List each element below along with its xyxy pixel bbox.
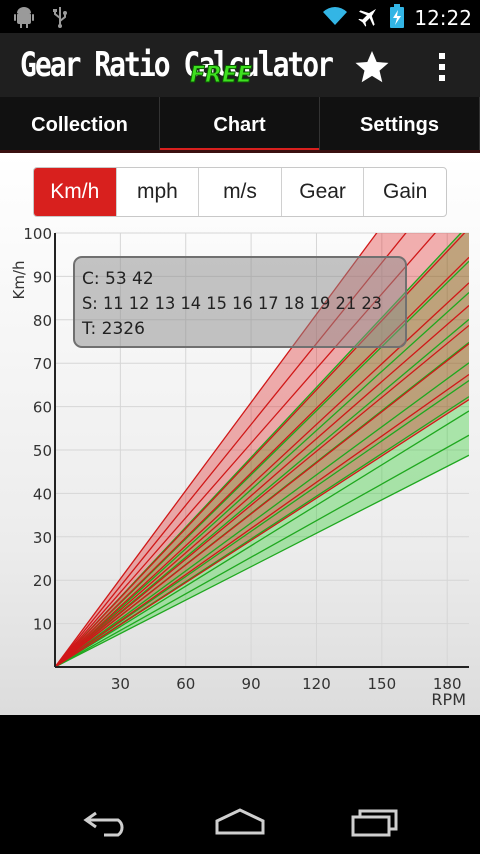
home-icon (215, 808, 265, 835)
small-chainring-gear-line (55, 291, 469, 667)
airplane-mode-icon (358, 5, 380, 31)
x-axis-label: RPM (431, 690, 466, 709)
more-vertical-icon (439, 53, 445, 81)
y-tick-label: 50 (33, 442, 52, 460)
x-tick-label: 180 (433, 675, 462, 693)
y-tick-label: 30 (33, 529, 52, 547)
back-button[interactable] (82, 807, 132, 841)
unit-ms-button[interactable]: m/s (199, 168, 282, 216)
recent-apps-icon (351, 809, 398, 837)
x-tick-label: 120 (302, 675, 331, 693)
favorite-button[interactable] (352, 47, 392, 87)
large-chainring-gear-line (55, 233, 407, 667)
large-chainring-gear-line (55, 373, 469, 667)
navigation-bar (0, 715, 480, 854)
home-button[interactable] (214, 807, 266, 841)
tab-bar: Collection Chart Settings (0, 97, 480, 153)
gear-info-box: C: 53 42 S: 11 12 13 14 15 16 17 18 19 2… (73, 256, 407, 348)
small-chainring-gear-line (55, 434, 469, 667)
y-tick-label: 40 (33, 485, 52, 503)
battery-charging-icon (390, 4, 405, 32)
chart-page: Km/h mph m/s Gear Gain 30 60 90 120 150 180 10… (0, 153, 480, 715)
y-tick-label: 90 (33, 268, 52, 286)
y-tick-label: 100 (23, 225, 52, 243)
x-tick-label: 30 (111, 675, 130, 693)
large-chainring-gear-line (55, 324, 469, 667)
wifi-icon (322, 6, 348, 30)
free-badge: FREE (189, 63, 253, 89)
chart-ticks: 30 60 90 120 150 180 10 20 30 40 50 60 70 80 90 100 (23, 225, 461, 693)
y-tick-label: 70 (33, 355, 52, 373)
status-bar: 12:22 (0, 0, 480, 33)
tab-collection[interactable]: Collection (0, 97, 160, 153)
small-chainring-gear-line (55, 362, 469, 667)
large-chainring-gear-line (55, 399, 469, 667)
y-tick-label: 80 (33, 312, 52, 330)
x-tick-label: 60 (176, 675, 195, 693)
large-chainring-gear-line (55, 343, 469, 667)
small-chainring-gear-line (55, 410, 469, 667)
chart-axes (54, 233, 469, 668)
y-axis-label: Km/h (10, 260, 28, 299)
y-tick-label: 60 (33, 399, 52, 417)
overflow-menu-button[interactable] (430, 47, 454, 87)
back-icon (83, 811, 124, 837)
tab-divider-line (0, 150, 480, 153)
unit-gear-button[interactable]: Gear (282, 168, 365, 216)
recent-apps-button[interactable] (350, 807, 400, 841)
small-chainring-gear-line (55, 380, 469, 667)
info-sprockets: S: 11 12 13 14 15 16 17 18 19 21 23 (82, 294, 382, 314)
action-bar: Gear Ratio Calculator FREE (0, 33, 480, 97)
app-title: Gear Ratio Calculator (20, 45, 334, 85)
info-tire: T: 2326 (81, 319, 145, 339)
clock: 12:22 (414, 6, 472, 30)
small-chainring-gear-line (55, 454, 469, 667)
unit-gain-button[interactable]: Gain (382, 180, 428, 203)
y-tick-label: 10 (33, 616, 52, 634)
large-chainring-gear-line (55, 304, 469, 667)
tab-settings[interactable]: Settings (320, 97, 480, 153)
x-tick-label: 150 (368, 675, 397, 693)
android-debug-icon (14, 6, 34, 32)
y-tick-label: 20 (33, 572, 52, 590)
usb-icon (52, 6, 68, 32)
tab-chart[interactable]: Chart (160, 97, 320, 153)
unit-mph-button[interactable]: mph (117, 168, 200, 216)
speed-rpm-chart[interactable]: 30 60 90 120 150 180 10 20 30 40 50 60 70 80 90 100 Km/… (0, 225, 480, 715)
x-tick-label: 90 (242, 675, 261, 693)
info-chainrings: C: 53 42 (82, 269, 154, 289)
unit-selector: Km/h mph m/s Gear Gain (33, 167, 447, 217)
unit-kmh-button[interactable]: Km/h (34, 168, 117, 216)
small-chainring-gear-line (55, 318, 469, 667)
star-icon (355, 51, 389, 83)
large-chainring-gear-line (55, 233, 378, 667)
